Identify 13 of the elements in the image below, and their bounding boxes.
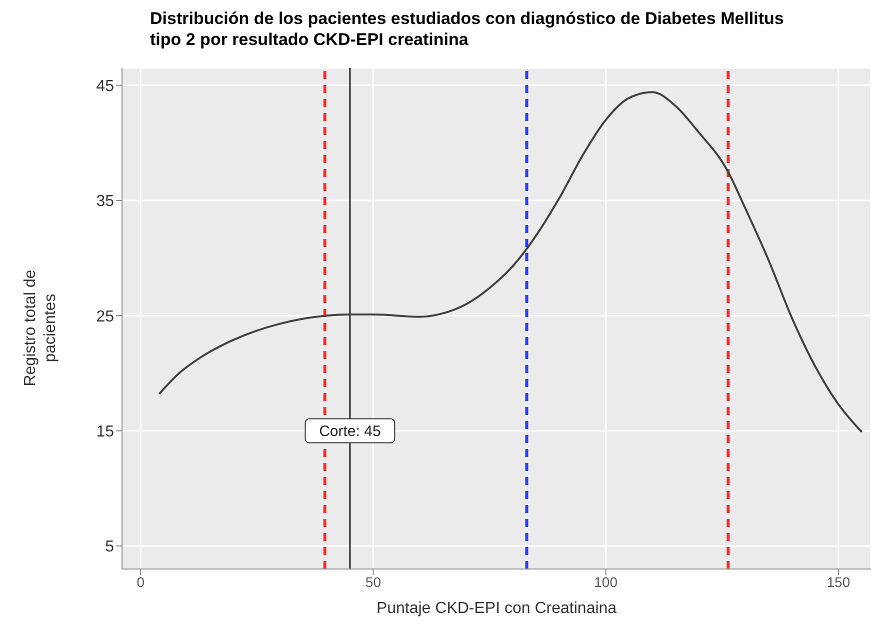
chart-title: Distribución de los pacientes estudiados con diagnóstico de Diabetes Mellitus tipo 2 por resultado CKD-EPI creatinina <box>150 8 785 50</box>
annotation: Corte: 45 <box>319 422 381 440</box>
x-tick-label: 50 <box>365 574 382 590</box>
y-tick-label: 35 <box>96 193 114 210</box>
y-tick-label: 25 <box>96 308 114 326</box>
y-tick-label: 15 <box>96 423 114 440</box>
x-tick-label: 150 <box>826 574 850 590</box>
y-axis-title: Registro total de pacientes <box>21 268 60 388</box>
y-tick-label: 5 <box>105 538 114 556</box>
x-tick-label: 0 <box>136 574 145 590</box>
y-tick-label: 45 <box>96 78 114 95</box>
x-axis-title: Puntaje CKD-EPI con Creatinaina <box>376 600 617 617</box>
x-tick-label: 100 <box>594 574 618 590</box>
